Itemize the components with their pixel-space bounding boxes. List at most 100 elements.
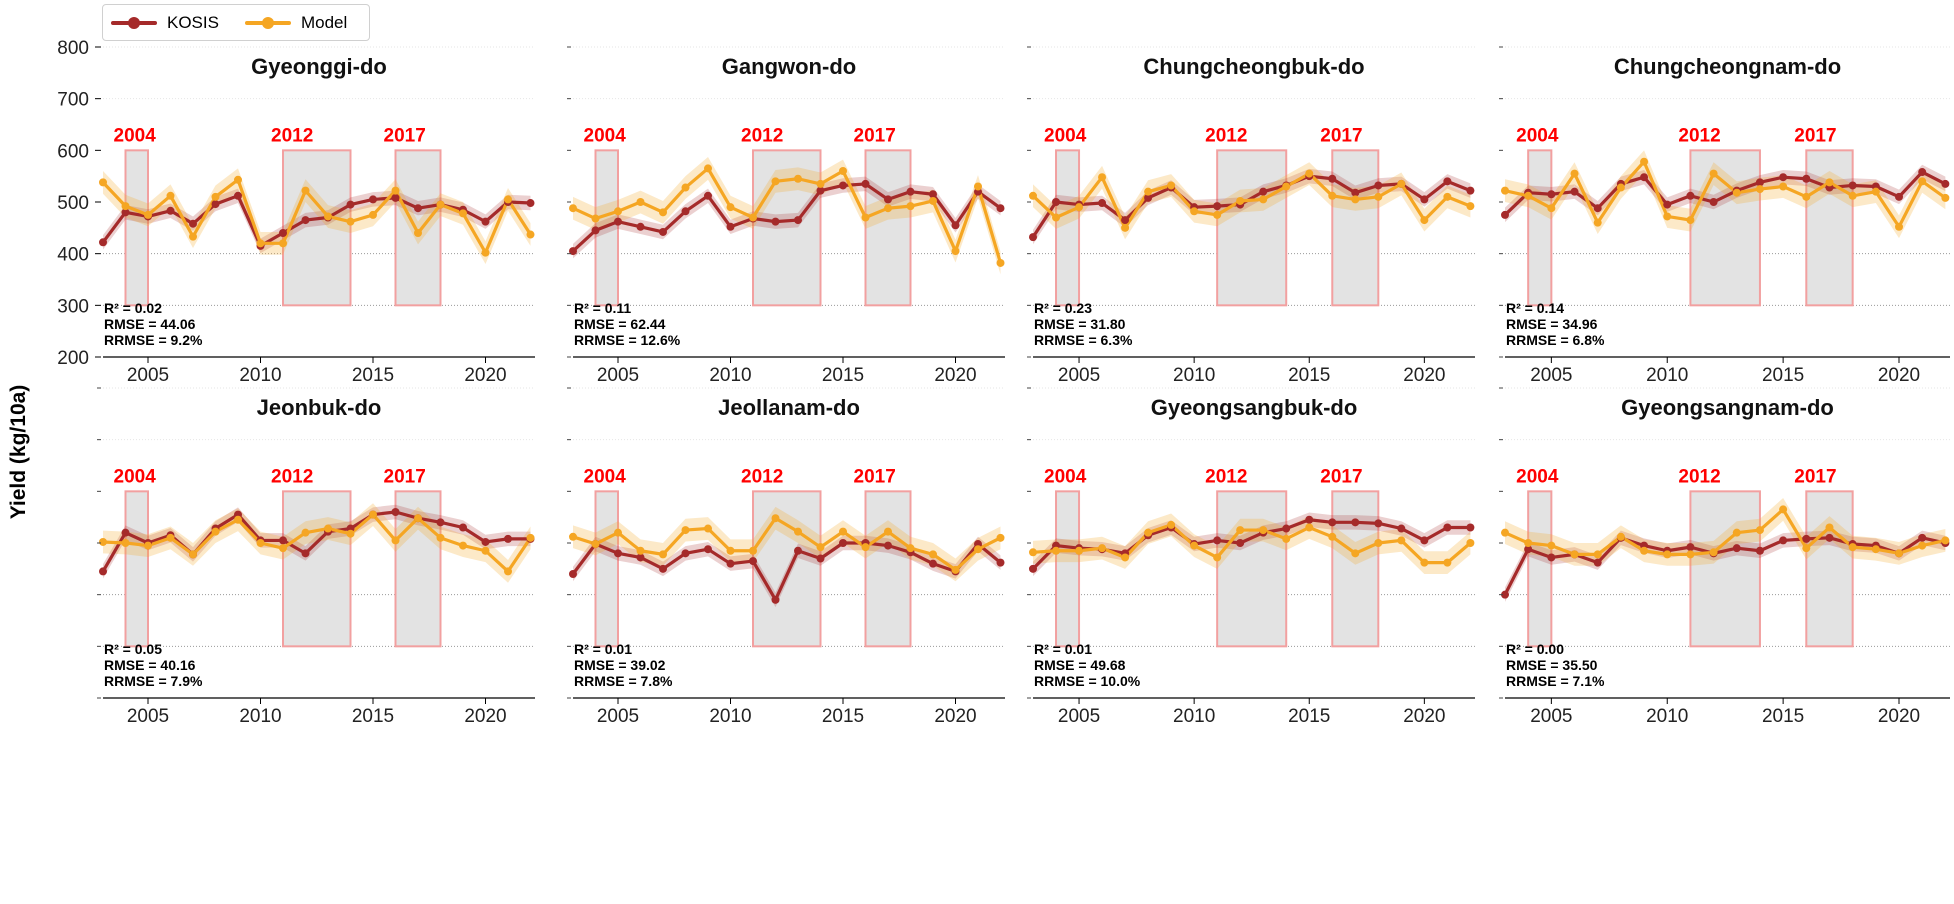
point-kosis xyxy=(301,549,310,558)
x-tick-label: 2020 xyxy=(934,365,976,386)
highlight-label-2004: 2004 xyxy=(584,125,627,146)
point-model xyxy=(839,167,847,175)
point-model xyxy=(1098,173,1107,182)
point-model xyxy=(1616,532,1625,541)
point-kosis xyxy=(816,186,825,195)
panel-title: Jeonbuk-do xyxy=(257,395,382,420)
point-kosis xyxy=(1328,174,1337,183)
point-kosis xyxy=(1593,558,1602,567)
x-tick-label: 2020 xyxy=(464,365,506,386)
point-model xyxy=(459,209,467,218)
highlight-label-2004: 2004 xyxy=(1516,125,1559,146)
highlight-rect-2004 xyxy=(1527,490,1553,648)
point-kosis xyxy=(481,217,490,226)
point-model xyxy=(929,196,937,205)
point-model xyxy=(1501,186,1509,195)
x-tick-label: 2010 xyxy=(1173,365,1215,386)
stat-rrmse: RRMSE = 6.8% xyxy=(1506,332,1605,348)
point-kosis xyxy=(526,199,535,208)
point-model xyxy=(1029,548,1037,557)
highlight-label-2012: 2012 xyxy=(1678,466,1720,487)
highlight-rect-2017 xyxy=(394,149,442,307)
point-model xyxy=(1443,558,1452,567)
stat-rmse: RMSE = 34.96 xyxy=(1506,316,1598,332)
x-tick-label: 2010 xyxy=(239,706,281,727)
point-model xyxy=(816,543,825,552)
point-model xyxy=(884,204,892,213)
point-kosis xyxy=(659,564,667,573)
point-model xyxy=(1351,549,1360,558)
point-kosis xyxy=(1802,174,1811,183)
point-model xyxy=(1616,183,1625,192)
point-kosis xyxy=(771,595,780,604)
point-model xyxy=(569,204,577,213)
point-model xyxy=(526,533,535,542)
point-model xyxy=(1663,212,1672,221)
point-model xyxy=(636,546,645,555)
point-kosis xyxy=(346,200,355,209)
stat-rrmse: RRMSE = 6.3% xyxy=(1034,332,1133,348)
point-model xyxy=(1466,202,1475,211)
legend-item-model[interactable]: Model xyxy=(244,13,347,33)
point-model xyxy=(189,232,197,241)
panel-title: Gyeonggi-do xyxy=(251,54,387,79)
point-model xyxy=(144,541,152,550)
stat-rrmse: RRMSE = 7.8% xyxy=(574,673,673,689)
highlight-label-2017: 2017 xyxy=(1794,466,1836,487)
point-model xyxy=(1305,523,1314,532)
point-model xyxy=(121,202,130,211)
point-model xyxy=(279,544,287,553)
point-kosis xyxy=(659,227,667,236)
legend-label-kosis: KOSIS xyxy=(167,12,219,32)
point-kosis xyxy=(704,191,712,200)
point-model xyxy=(726,546,735,555)
highlight-label-2004: 2004 xyxy=(1044,466,1087,487)
highlight-label-2017: 2017 xyxy=(1794,125,1836,146)
stat-r2: R² = 0.02 xyxy=(104,300,162,316)
point-model xyxy=(1825,178,1834,187)
point-model xyxy=(324,524,332,533)
point-kosis xyxy=(726,222,735,231)
point-kosis xyxy=(1686,543,1695,552)
point-kosis xyxy=(1029,233,1037,242)
point-kosis xyxy=(1501,590,1509,599)
point-model xyxy=(1167,520,1176,529)
point-model xyxy=(1709,169,1718,178)
point-kosis xyxy=(884,195,892,204)
x-tick-label: 2020 xyxy=(1878,706,1920,727)
x-tick-label: 2005 xyxy=(1530,706,1572,727)
point-kosis xyxy=(279,229,287,237)
point-model xyxy=(1593,218,1602,227)
legend: KOSIS Model xyxy=(102,4,370,41)
point-model xyxy=(1732,188,1741,197)
point-kosis xyxy=(1397,524,1406,533)
stat-rmse: RMSE = 49.68 xyxy=(1034,657,1126,673)
point-kosis xyxy=(929,190,937,199)
point-kosis xyxy=(99,238,107,247)
point-kosis xyxy=(1236,539,1245,547)
point-model xyxy=(391,186,400,195)
point-model xyxy=(906,544,915,553)
point-model xyxy=(1167,181,1176,190)
highlight-rect-2004 xyxy=(594,490,619,648)
x-tick-label: 2015 xyxy=(1288,365,1330,386)
point-model xyxy=(996,258,1005,267)
point-kosis xyxy=(1351,188,1360,197)
point-model xyxy=(659,208,667,217)
highlight-label-2017: 2017 xyxy=(854,125,896,146)
point-model xyxy=(1825,523,1834,532)
legend-item-kosis[interactable]: KOSIS xyxy=(111,13,219,33)
point-model xyxy=(816,179,825,188)
x-tick-label: 2010 xyxy=(239,365,281,386)
point-kosis xyxy=(189,219,197,228)
point-model xyxy=(369,210,377,219)
point-kosis xyxy=(1282,524,1291,533)
point-model xyxy=(1236,196,1245,205)
point-kosis xyxy=(1570,187,1579,196)
highlight-label-2004: 2004 xyxy=(1044,125,1087,146)
point-model xyxy=(1802,192,1811,201)
point-model xyxy=(211,192,220,201)
point-model xyxy=(1570,550,1579,559)
x-tick-label: 2015 xyxy=(1762,706,1804,727)
